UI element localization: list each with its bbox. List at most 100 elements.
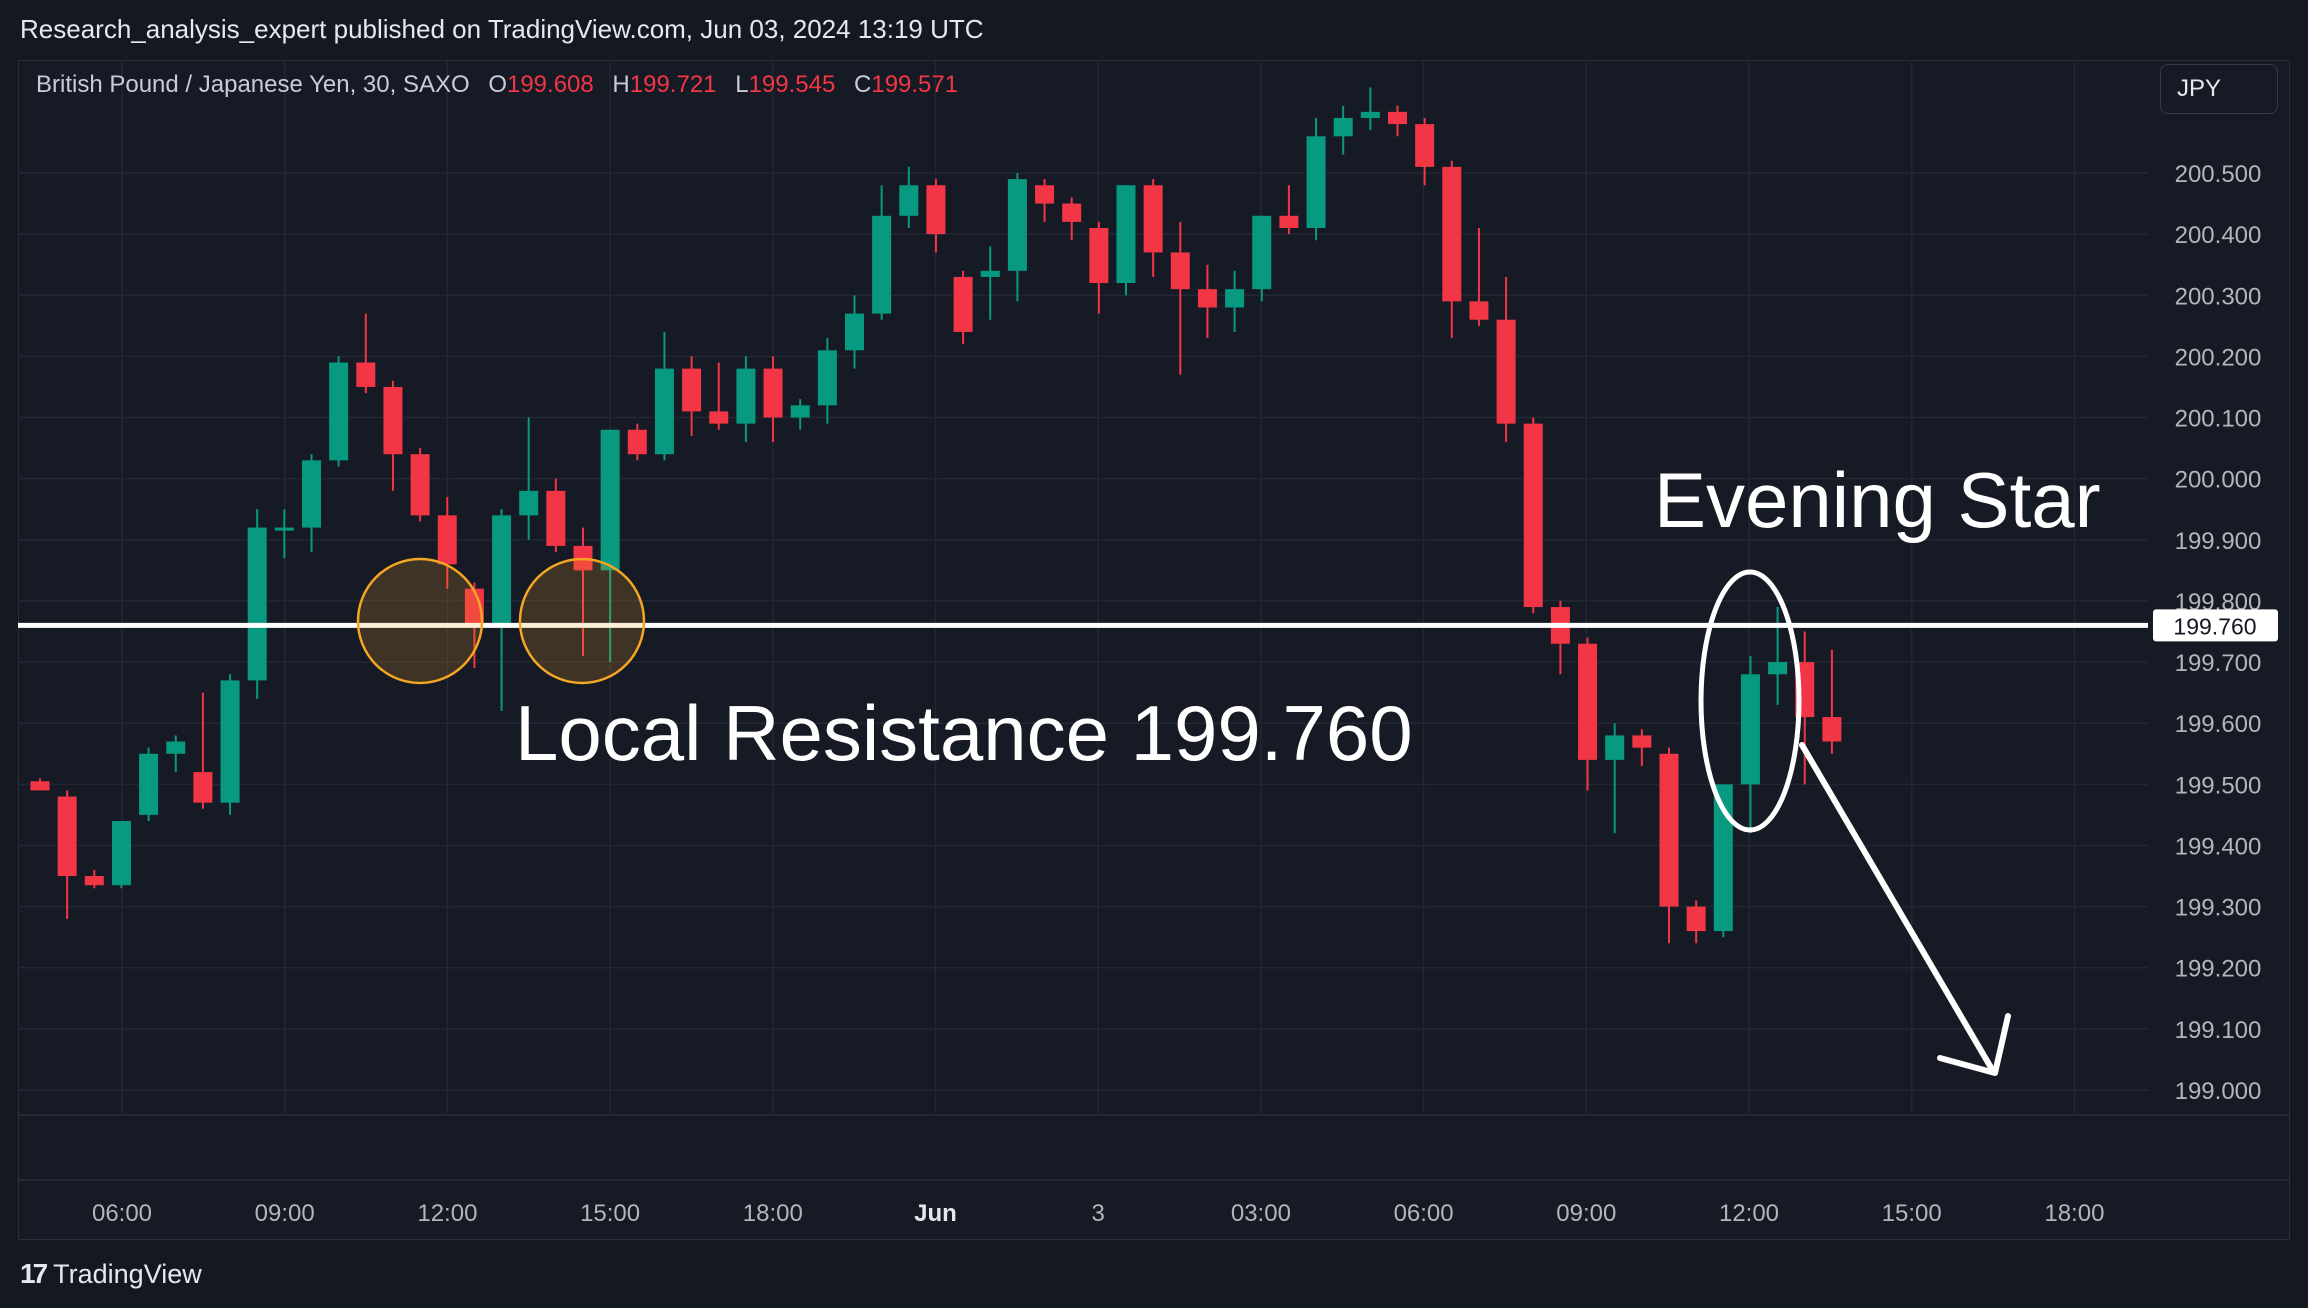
candle-body (1578, 643, 1598, 760)
x-tick-label: 09:00 (255, 1200, 315, 1227)
candle-body (1388, 111, 1407, 125)
candle-body (1469, 301, 1489, 320)
candle-body (410, 454, 430, 516)
x-tick-label: 18:00 (2044, 1200, 2104, 1227)
candle-body (1822, 717, 1842, 742)
candle-body (1659, 753, 1679, 907)
candle-body (1225, 289, 1245, 308)
x-tick-label: 06:00 (92, 1200, 152, 1227)
y-tick-label: 200.300 (2175, 283, 2262, 310)
candle-body (736, 368, 756, 424)
y-tick-label: 199.500 (2175, 772, 2262, 799)
low-label: L (735, 71, 749, 98)
candle-body (1713, 784, 1733, 932)
annotations: 199.760 Local Resistance 199.760 Evening S… (18, 456, 2278, 1076)
x-tick-label: 03:00 (1231, 1200, 1291, 1227)
candle-body (546, 490, 566, 546)
candle-body (1143, 185, 1163, 253)
y-tick-label: 199.100 (2175, 1017, 2262, 1044)
candle-body (220, 680, 240, 803)
candle-body (1360, 111, 1380, 118)
open-value: 199.608 (506, 71, 594, 98)
candle-body (1686, 906, 1706, 932)
open-label: O (488, 71, 507, 98)
touch-circle-right (518, 557, 646, 685)
candle-body (492, 515, 512, 626)
candle-body (84, 876, 104, 886)
y-tick-label: 199.900 (2175, 528, 2262, 555)
x-tick-label: 12:00 (417, 1200, 477, 1227)
symbol-name: British Pound / Japanese Yen, 30, SAXO (36, 71, 470, 98)
y-tick-label: 200.100 (2175, 406, 2262, 433)
candle-body (437, 515, 457, 565)
touch-circle-left (356, 557, 484, 685)
tradingview-logo-text: TradingView (53, 1258, 202, 1289)
candle-body (1197, 289, 1217, 308)
symbol-legend: British Pound / Japanese Yen, 30, SAXO O… (36, 71, 958, 99)
grid-lines (18, 60, 2290, 1181)
pattern-annotation-text: Evening Star (1654, 456, 2101, 544)
candle-body (926, 185, 946, 235)
tradingview-logo-icon: 17 (20, 1258, 48, 1289)
candle-body (1252, 215, 1272, 290)
x-tick-label: Jun (914, 1200, 957, 1227)
y-tick-label: 200.400 (2175, 222, 2262, 249)
candle-body (980, 270, 1000, 277)
price-axis: 200.500 200.400 200.300 200.200 200.100 200.0… (2175, 161, 2262, 1105)
evening-star-ellipse (1698, 569, 1802, 833)
currency-button[interactable]: JPY (2160, 64, 2278, 114)
candle-body (1523, 423, 1543, 608)
candle-body (1170, 252, 1190, 290)
candle-body (845, 313, 864, 351)
candle-body (274, 527, 294, 531)
x-tick-label: 15:00 (1882, 1200, 1942, 1227)
candle-body (654, 368, 674, 455)
candle-body (193, 772, 213, 803)
low-value: 199.545 (748, 71, 836, 98)
close-value: 199.571 (871, 71, 959, 98)
candle-body (519, 490, 539, 516)
candle-body (817, 350, 837, 406)
x-tick-label: 18:00 (743, 1200, 803, 1227)
candle-body (872, 215, 892, 314)
candle-body (899, 185, 919, 216)
x-tick-label: 12:00 (1719, 1200, 1779, 1227)
y-tick-label: 199.600 (2175, 711, 2262, 738)
candle-body (1062, 203, 1082, 222)
candle-body (1007, 179, 1027, 271)
candle-body (57, 796, 77, 877)
y-tick-label: 200.000 (2175, 467, 2262, 494)
x-tick-label: 09:00 (1556, 1200, 1616, 1227)
candle-body (1768, 662, 1788, 675)
candle-body (139, 753, 159, 815)
x-tick-label: 3 (1092, 1200, 1105, 1227)
tradingview-logo[interactable]: 17 TradingView (20, 1258, 202, 1290)
high-label: H (612, 71, 630, 98)
candle-body (1740, 674, 1760, 785)
resistance-price-tag (2153, 609, 2278, 642)
y-tick-label: 199.400 (2175, 833, 2262, 860)
x-tick-label: 15:00 (580, 1200, 640, 1227)
candle-body (682, 368, 702, 412)
y-tick-label: 199.000 (2175, 1078, 2262, 1105)
resistance-annotation-text: Local Resistance 199.760 (515, 689, 1413, 777)
candle-body (30, 781, 50, 791)
y-tick-label: 199.700 (2175, 650, 2262, 677)
y-tick-label: 199.300 (2175, 895, 2262, 922)
close-label: C (854, 71, 872, 98)
candle-body (1116, 185, 1136, 284)
y-tick-label: 200.200 (2175, 344, 2262, 371)
candle-body (1333, 117, 1353, 137)
candle-body (1496, 319, 1516, 424)
candle-body (709, 411, 729, 424)
down-arrow-head (1937, 1013, 2011, 1076)
time-axis: 06:00 09:00 12:00 15:00 18:00 Jun 3 03:00 06:00 0… (92, 1200, 2104, 1227)
candle-body (1279, 215, 1299, 229)
candle-body (763, 368, 783, 418)
candle-body (1605, 735, 1625, 760)
candle-body (356, 362, 376, 387)
high-value: 199.721 (629, 71, 717, 98)
candle-body (627, 429, 647, 455)
candle-body (464, 588, 484, 626)
